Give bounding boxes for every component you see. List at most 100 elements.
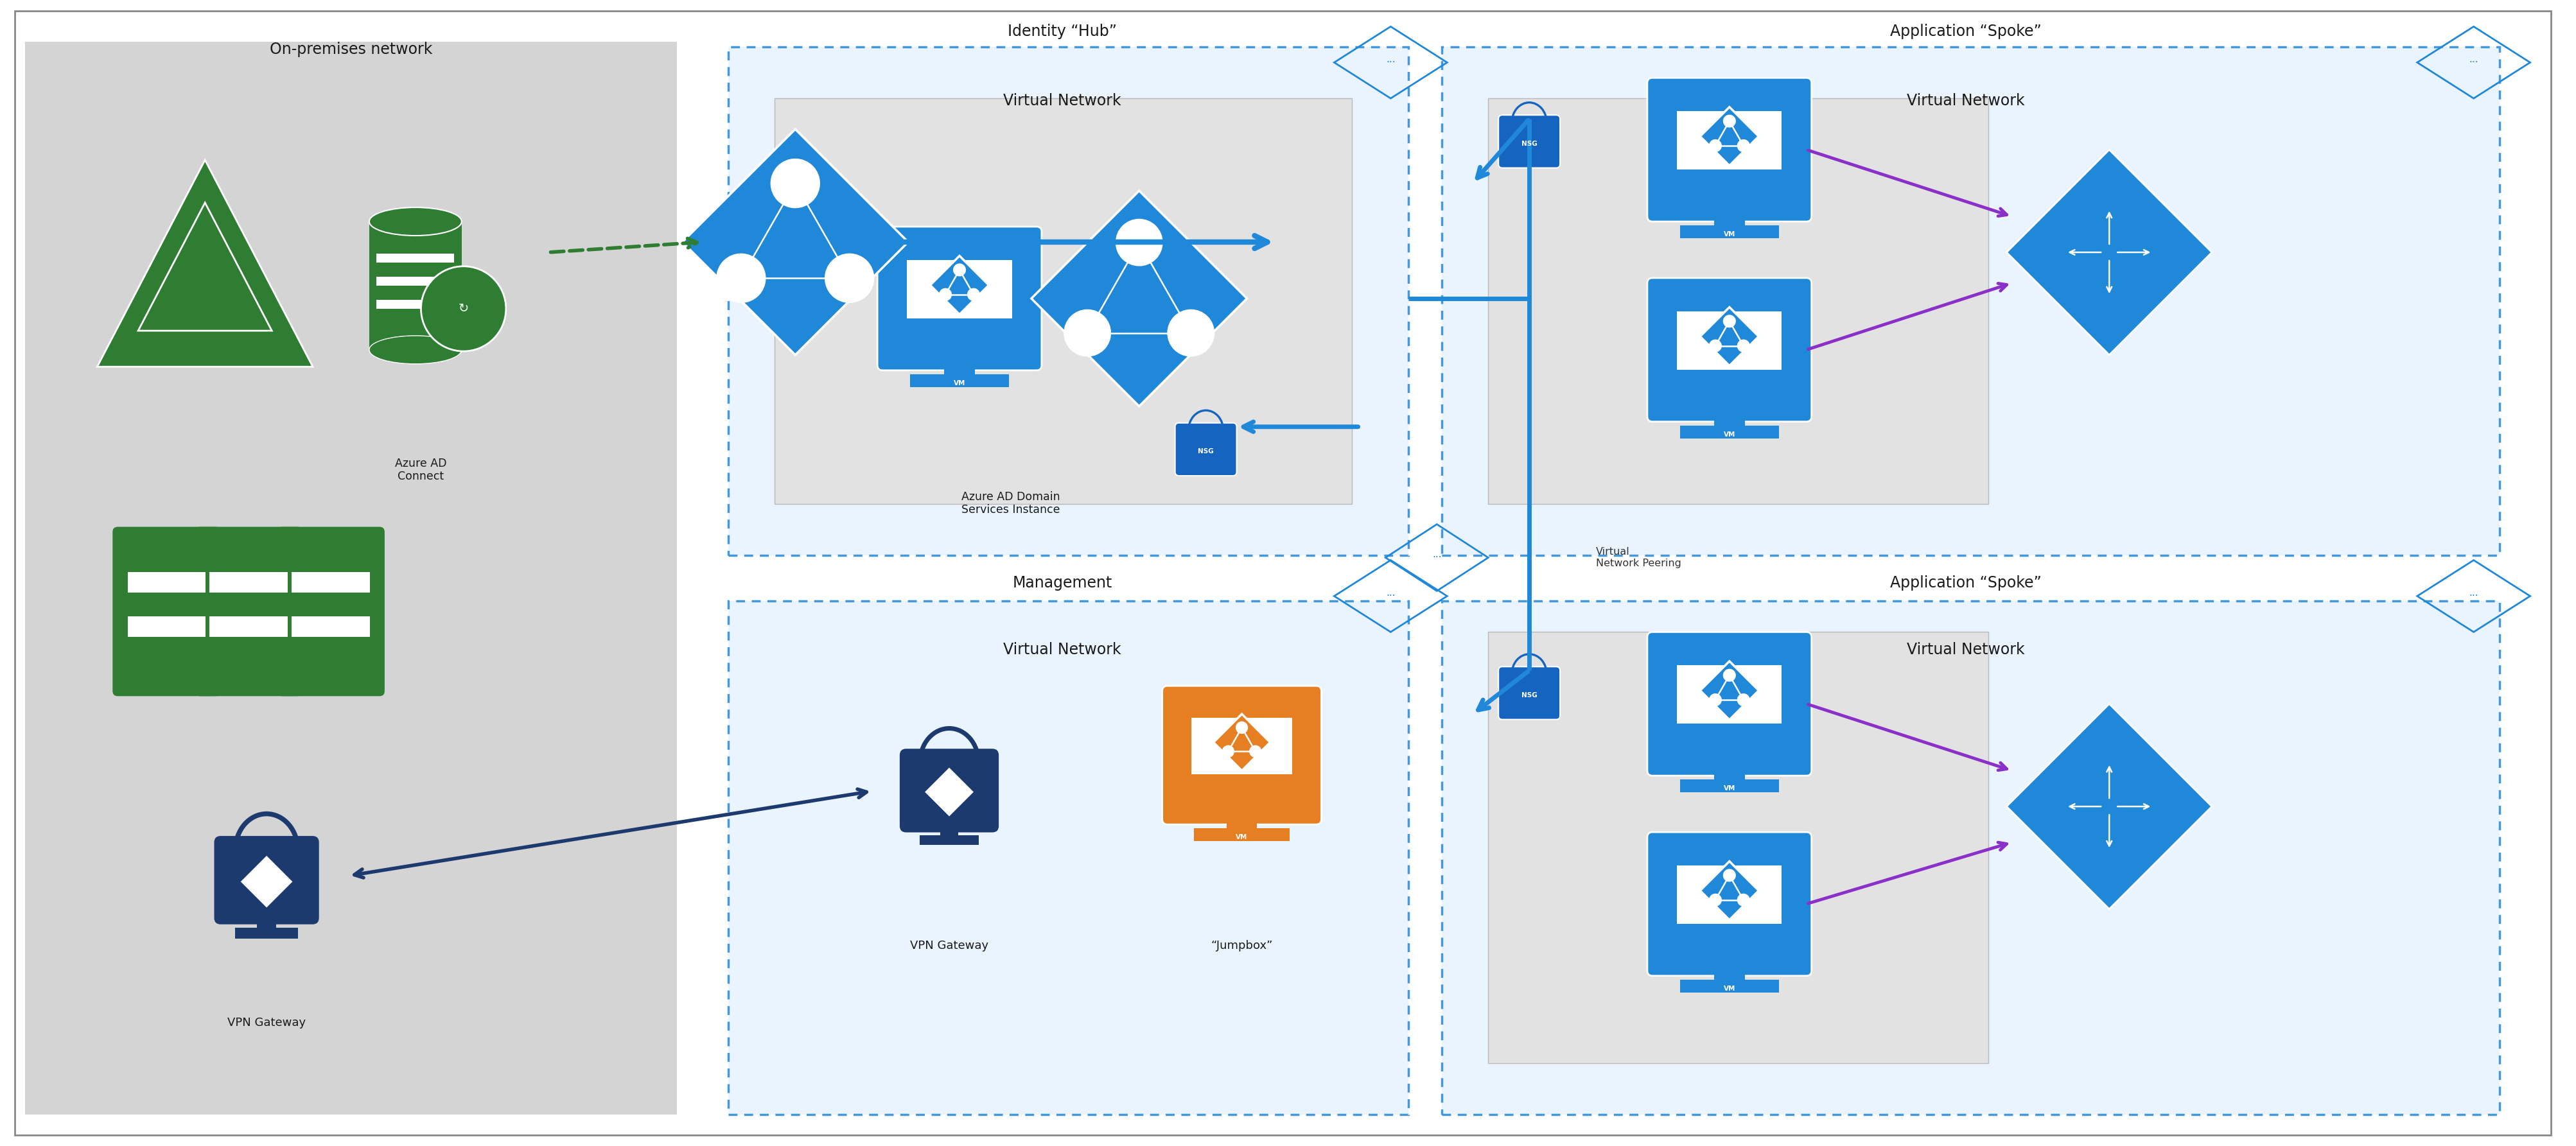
Bar	[209, 572, 289, 592]
Circle shape	[1736, 693, 1749, 706]
Polygon shape	[2007, 704, 2213, 909]
Bar	[1677, 665, 1783, 724]
Bar	[209, 617, 289, 637]
Text: Management: Management	[1012, 575, 1113, 591]
Bar	[368, 221, 461, 350]
FancyBboxPatch shape	[878, 227, 1041, 370]
Circle shape	[1064, 309, 1110, 356]
Polygon shape	[242, 857, 291, 906]
Bar	[291, 617, 371, 637]
Polygon shape	[2007, 150, 2213, 355]
Text: “Jumpbox”: “Jumpbox”	[1211, 940, 1273, 951]
FancyBboxPatch shape	[1646, 278, 1811, 422]
Text: Azure AD Domain
Services Instance: Azure AD Domain Services Instance	[961, 490, 1061, 516]
Text: NSG: NSG	[1198, 448, 1213, 455]
FancyBboxPatch shape	[1646, 832, 1811, 975]
Bar	[234, 928, 299, 939]
Bar	[909, 375, 1010, 387]
Bar	[1713, 763, 1744, 780]
FancyBboxPatch shape	[276, 527, 384, 696]
FancyBboxPatch shape	[196, 527, 301, 696]
Text: ···: ···	[1386, 591, 1396, 601]
Bar	[376, 276, 453, 285]
FancyBboxPatch shape	[1175, 423, 1236, 476]
Bar	[258, 918, 276, 928]
Text: Azure AD
Connect: Azure AD Connect	[394, 457, 446, 482]
Text: VM: VM	[1236, 834, 1247, 840]
Circle shape	[420, 266, 505, 351]
Circle shape	[966, 288, 979, 301]
Circle shape	[1723, 315, 1736, 328]
Bar	[1713, 209, 1744, 227]
Bar	[1489, 99, 1989, 504]
Bar	[1443, 602, 2499, 1114]
Text: ···: ···	[2468, 57, 2478, 68]
Bar	[126, 572, 206, 592]
Text: VPN Gateway: VPN Gateway	[909, 940, 989, 951]
Circle shape	[1708, 693, 1721, 706]
Text: ↻: ↻	[459, 303, 469, 315]
Bar	[729, 47, 1409, 555]
Circle shape	[1221, 745, 1234, 758]
Text: VM: VM	[953, 380, 966, 386]
Bar	[376, 300, 453, 308]
Bar	[1190, 717, 1293, 775]
Circle shape	[953, 264, 966, 276]
Text: VM: VM	[1723, 431, 1736, 438]
Bar	[729, 47, 1409, 555]
Text: Identity “Hub”: Identity “Hub”	[1007, 24, 1118, 39]
Circle shape	[1723, 669, 1736, 682]
Text: NSG: NSG	[1522, 141, 1538, 147]
Bar	[1443, 47, 2499, 555]
Text: Virtual Network: Virtual Network	[1906, 93, 2025, 109]
Circle shape	[1736, 894, 1749, 906]
FancyBboxPatch shape	[1646, 78, 1811, 221]
Circle shape	[1708, 339, 1721, 352]
Circle shape	[1708, 894, 1721, 906]
Bar	[26, 42, 677, 1114]
Text: ···: ···	[2468, 591, 2478, 601]
Text: ···: ···	[1386, 57, 1396, 68]
Circle shape	[824, 253, 873, 303]
Bar	[1443, 602, 2499, 1114]
Text: VPN Gateway: VPN Gateway	[227, 1017, 307, 1028]
Bar	[907, 260, 1012, 319]
Text: Virtual Network: Virtual Network	[1002, 642, 1121, 658]
Bar	[1443, 47, 2499, 555]
Polygon shape	[927, 769, 971, 815]
Polygon shape	[1700, 307, 1759, 366]
Bar	[376, 253, 453, 262]
Text: Virtual Network: Virtual Network	[1002, 93, 1121, 109]
Text: ···: ···	[1432, 552, 1443, 563]
Bar	[775, 99, 1352, 504]
FancyBboxPatch shape	[1162, 686, 1321, 824]
Polygon shape	[683, 129, 909, 355]
Circle shape	[1723, 869, 1736, 881]
Bar	[1680, 779, 1777, 792]
Bar	[920, 835, 979, 846]
Text: NSG: NSG	[1522, 692, 1538, 699]
Bar	[1713, 963, 1744, 981]
Text: VM: VM	[1723, 231, 1736, 237]
Polygon shape	[1030, 190, 1247, 406]
Polygon shape	[98, 160, 312, 367]
FancyBboxPatch shape	[1499, 667, 1561, 720]
Bar	[1677, 865, 1783, 924]
Circle shape	[1236, 721, 1247, 733]
Text: Application “Spoke”: Application “Spoke”	[1891, 575, 2040, 591]
Circle shape	[1167, 309, 1216, 356]
Bar	[1677, 111, 1783, 170]
Text: Virtual
Network Peering: Virtual Network Peering	[1597, 547, 1682, 568]
Bar	[1680, 226, 1777, 238]
Bar	[126, 617, 206, 637]
FancyBboxPatch shape	[113, 527, 222, 696]
Bar	[1677, 311, 1783, 370]
Bar	[1195, 829, 1291, 841]
Text: Application “Spoke”: Application “Spoke”	[1891, 24, 2040, 39]
FancyBboxPatch shape	[1646, 631, 1811, 776]
Circle shape	[1723, 115, 1736, 127]
Circle shape	[770, 158, 819, 209]
Bar	[1226, 811, 1257, 830]
Circle shape	[1736, 339, 1749, 352]
Bar	[1713, 409, 1744, 426]
